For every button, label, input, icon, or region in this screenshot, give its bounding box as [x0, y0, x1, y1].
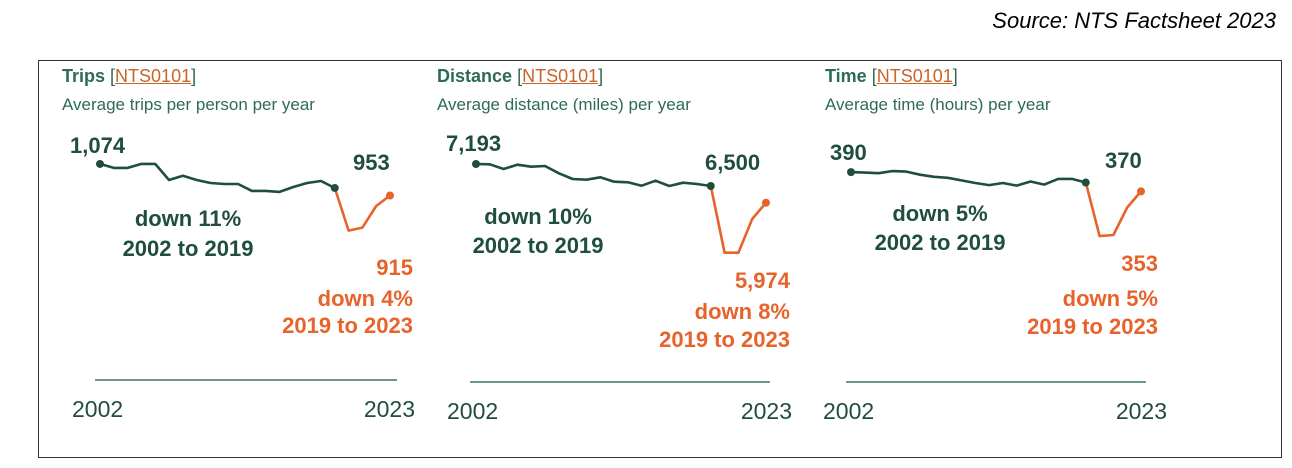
end-value-label: 353: [1121, 251, 1158, 276]
mid-value-label: 6,500: [705, 150, 761, 175]
line-plot: [96, 159, 394, 232]
x-tick-start: 2002: [823, 398, 875, 424]
x-tick-end: 2023: [740, 398, 792, 424]
post-change-label: down 8%: [694, 299, 790, 324]
trips-panel: Trips [NTS0101] Average trips per person…: [62, 0, 442, 468]
series-line-2019-2023: [709, 185, 767, 254]
post-change-label: down 5%: [1062, 286, 1158, 311]
title-text: Distance: [437, 66, 513, 86]
point-2002: [472, 160, 480, 169]
chart-frame: [38, 60, 1282, 458]
line-plot: [847, 168, 1145, 238]
source-link[interactable]: NTS0101: [876, 66, 953, 86]
pre-period-label: 2002 to 2019: [472, 233, 604, 258]
panel-subtitle: Average trips per person per year: [62, 95, 315, 114]
panel-title: Distance [NTS0101]: [437, 66, 604, 86]
point-2002: [96, 159, 104, 168]
distance-panel: Distance [NTS0101] Average distance (mil…: [437, 0, 817, 468]
x-tick-start: 2002: [447, 398, 499, 424]
point-2023: [386, 191, 394, 200]
series-line-2019-2023: [333, 187, 391, 232]
source-note: Source: NTS Factsheet 2023: [992, 8, 1276, 33]
panel-title: Time [NTS0101]: [825, 66, 958, 86]
panel-title: Trips [NTS0101]: [62, 66, 197, 86]
x-axis-line: [846, 381, 1146, 383]
end-value-label: 5,974: [734, 268, 790, 293]
pre-period-label: 2002 to 2019: [122, 236, 254, 261]
title-text: Time: [825, 66, 867, 86]
pre-change-label: down 10%: [484, 204, 592, 229]
mid-value-label: 370: [1105, 148, 1142, 173]
point-2002: [847, 168, 855, 177]
x-axis-line: [95, 379, 397, 381]
x-tick-end: 2023: [363, 396, 415, 422]
post-period-label: 2019 to 2023: [659, 327, 790, 352]
source-link[interactable]: NTS0101: [522, 66, 599, 86]
start-value-label: 1,074: [70, 133, 126, 158]
x-tick-start: 2002: [72, 396, 124, 422]
pre-change-label: down 11%: [134, 206, 242, 231]
series-line-2002-2019: [99, 162, 336, 194]
point-2019: [330, 183, 339, 192]
post-period-label: 2019 to 2023: [1027, 314, 1158, 339]
series-line-2019-2023: [1084, 182, 1142, 238]
end-value-label: 915: [376, 255, 413, 280]
line-plot: [472, 160, 770, 254]
point-2019: [1081, 178, 1090, 187]
point-2023: [762, 198, 770, 207]
post-change-label: down 4%: [317, 286, 413, 311]
panel-subtitle: Average time (hours) per year: [825, 95, 1051, 114]
series-line-2002-2019: [475, 162, 711, 188]
point-2023: [1137, 187, 1145, 196]
pre-change-label: down 5%: [892, 201, 988, 226]
pre-period-label: 2002 to 2019: [874, 230, 1006, 255]
series-line-2002-2019: [850, 169, 1087, 187]
mid-value-label: 953: [353, 150, 390, 175]
x-axis-line: [470, 381, 770, 383]
x-tick-end: 2023: [1115, 398, 1167, 424]
panel-subtitle: Average distance (miles) per year: [437, 95, 691, 114]
source-link[interactable]: NTS0101: [115, 66, 192, 86]
start-value-label: 7,193: [446, 131, 502, 156]
start-value-label: 390: [830, 140, 867, 165]
post-period-label: 2019 to 2023: [282, 313, 413, 338]
point-2019: [706, 182, 715, 191]
title-text: Trips: [62, 66, 106, 86]
time-panel: Time [NTS0101] Average time (hours) per …: [823, 0, 1205, 468]
